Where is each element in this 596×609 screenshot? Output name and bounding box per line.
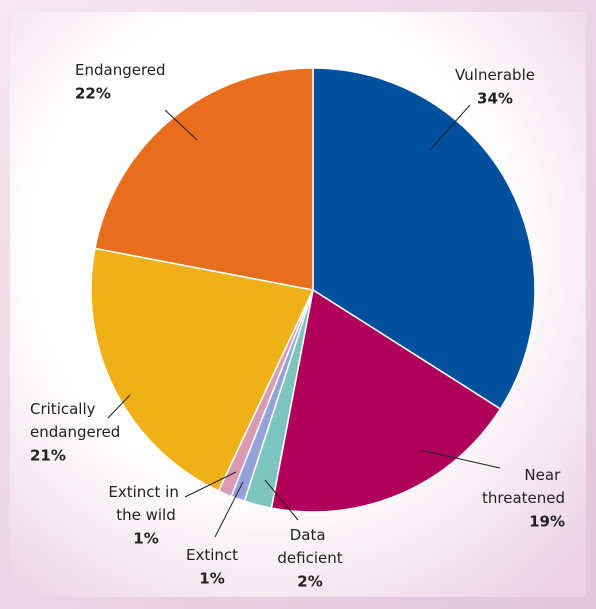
value-label: 34% xyxy=(477,90,513,108)
label-line: the wild xyxy=(116,506,176,524)
label-line: Vulnerable xyxy=(455,66,535,84)
leader-line xyxy=(214,481,244,538)
pie-slice xyxy=(312,67,536,410)
pie-slice xyxy=(94,67,314,291)
label-line: Extinct in xyxy=(108,483,183,501)
pie-slice xyxy=(270,288,502,513)
label-line: Near xyxy=(524,466,565,484)
leader-line xyxy=(429,104,471,151)
label-line: endangered xyxy=(30,423,120,441)
slice-label: Endangered xyxy=(75,61,166,79)
pie-slice xyxy=(90,247,315,492)
leader-line xyxy=(164,109,198,141)
label-line: deficient xyxy=(277,549,342,567)
slice-label: Data deficient xyxy=(277,526,342,567)
label-line: Critically xyxy=(30,400,100,418)
slice-label: Extinct xyxy=(186,546,238,564)
leader-line xyxy=(264,479,299,521)
leader-line xyxy=(107,394,131,419)
value-label: 19% xyxy=(529,513,565,531)
value-label: 1% xyxy=(199,570,224,588)
label-line: threatened xyxy=(482,489,565,507)
value-label: 21% xyxy=(30,447,66,465)
leader-line xyxy=(419,449,501,469)
label-line: Endangered xyxy=(75,61,166,79)
slice-label: Near threatened xyxy=(482,466,565,507)
label-line: Extinct xyxy=(186,546,238,564)
value-label: 2% xyxy=(297,573,322,591)
value-label: 22% xyxy=(75,85,111,103)
slice-label: Vulnerable xyxy=(455,66,535,84)
slice-label: Extinct in the wild xyxy=(108,483,183,524)
slice-label: Critically endangered xyxy=(30,400,120,441)
label-line: Data xyxy=(290,526,331,544)
value-label: 1% xyxy=(133,530,158,548)
leader-line xyxy=(184,471,237,498)
